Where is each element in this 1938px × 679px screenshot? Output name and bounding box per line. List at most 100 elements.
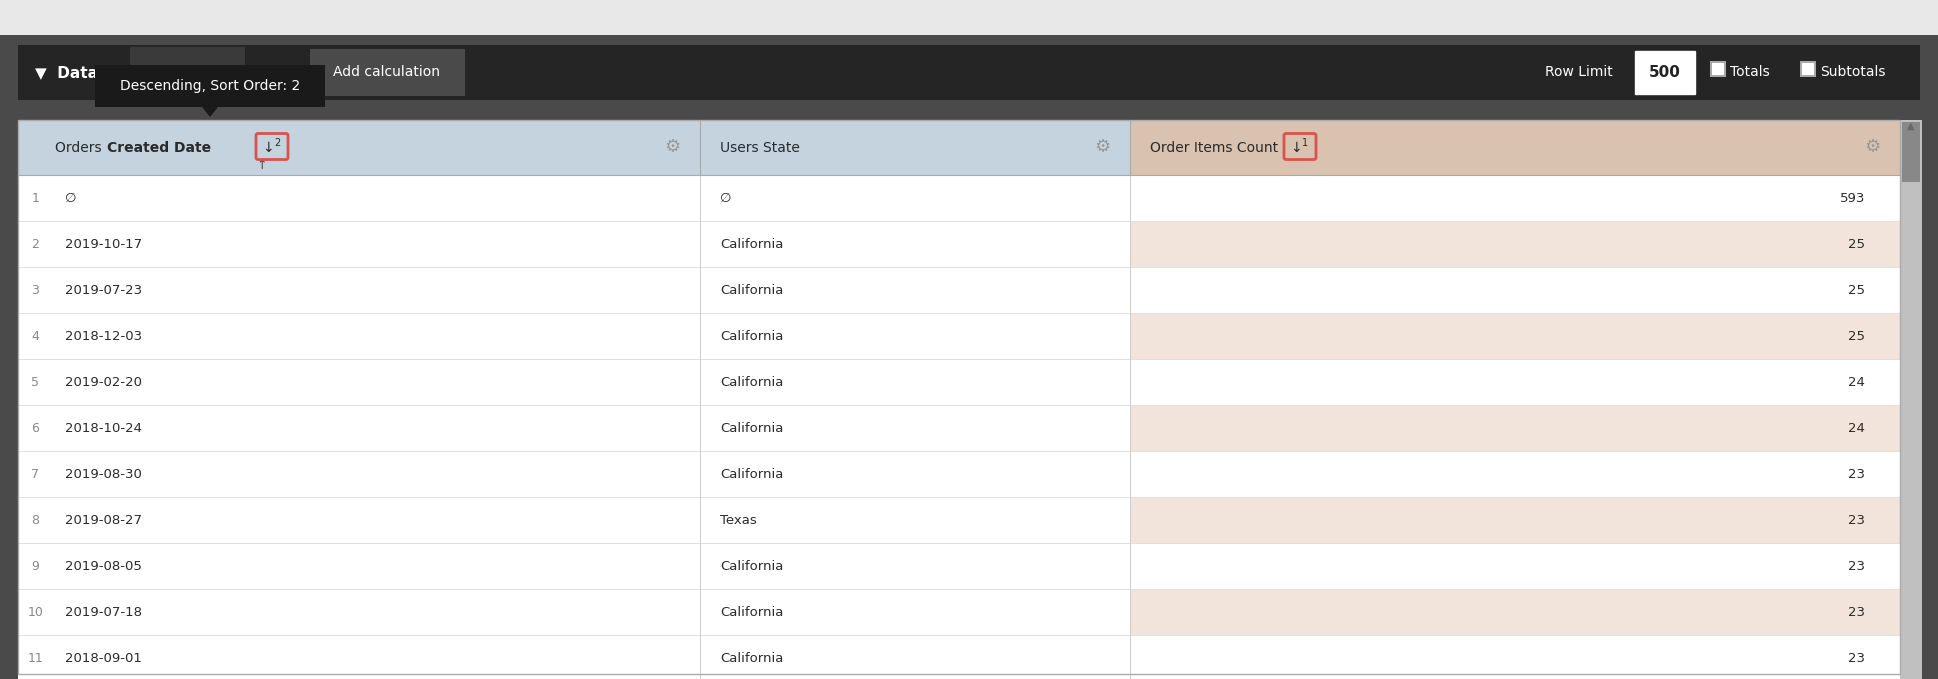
- Text: Users State: Users State: [721, 141, 800, 155]
- Text: Created Date: Created Date: [107, 141, 211, 155]
- Bar: [1899, 120, 1922, 679]
- Text: ⚙: ⚙: [1093, 139, 1110, 156]
- Bar: [17, 589, 1130, 635]
- Text: Add calculation: Add calculation: [333, 65, 440, 79]
- Bar: [1130, 359, 1899, 405]
- Polygon shape: [202, 107, 217, 117]
- Bar: [1130, 589, 1899, 635]
- Text: 2019-02-20: 2019-02-20: [66, 375, 141, 388]
- Bar: [1130, 120, 1899, 175]
- Text: 7: 7: [31, 468, 39, 481]
- Text: Orders: Orders: [54, 141, 107, 155]
- Text: 4: 4: [31, 329, 39, 342]
- Text: 24: 24: [1849, 422, 1864, 435]
- Bar: [17, 451, 1130, 497]
- Text: 2019-10-17: 2019-10-17: [66, 238, 141, 251]
- Text: 25: 25: [1849, 284, 1864, 297]
- Text: 23: 23: [1849, 651, 1864, 665]
- Text: 1: 1: [1302, 138, 1308, 147]
- Text: 2019-08-05: 2019-08-05: [66, 559, 141, 572]
- Text: ↓: ↓: [1291, 141, 1302, 155]
- Text: 2018-12-03: 2018-12-03: [66, 329, 141, 342]
- Text: 2019-07-18: 2019-07-18: [66, 606, 141, 619]
- Bar: [1130, 175, 1899, 221]
- Bar: [1130, 313, 1899, 359]
- Bar: [0, 0, 1938, 35]
- Bar: [17, 543, 1130, 589]
- Text: 23: 23: [1849, 606, 1864, 619]
- Text: 9: 9: [31, 559, 39, 572]
- Text: California: California: [721, 422, 783, 435]
- Text: California: California: [721, 468, 783, 481]
- Text: ↑: ↑: [256, 159, 267, 172]
- Text: 23: 23: [1849, 513, 1864, 526]
- Text: 3: 3: [31, 284, 39, 297]
- Bar: [1130, 405, 1899, 451]
- Bar: [1800, 61, 1816, 77]
- Text: California: California: [721, 375, 783, 388]
- Text: 2019-07-23: 2019-07-23: [66, 284, 141, 297]
- Text: Order Items Count: Order Items Count: [1149, 141, 1279, 155]
- Bar: [1130, 451, 1899, 497]
- Bar: [95, 65, 326, 107]
- Text: 10: 10: [27, 606, 43, 619]
- Text: 1: 1: [31, 191, 39, 204]
- Bar: [17, 497, 1130, 543]
- Bar: [17, 635, 1130, 679]
- Text: 2018-10-24: 2018-10-24: [66, 422, 141, 435]
- Text: ⚙: ⚙: [1864, 139, 1880, 156]
- Bar: [1130, 543, 1899, 589]
- Text: California: California: [721, 559, 783, 572]
- Bar: [17, 405, 1130, 451]
- Bar: [1130, 221, 1899, 267]
- Text: 23: 23: [1849, 559, 1864, 572]
- Text: 11: 11: [27, 651, 43, 665]
- Text: California: California: [721, 606, 783, 619]
- Text: 593: 593: [1839, 191, 1864, 204]
- Text: 23: 23: [1849, 468, 1864, 481]
- Bar: [1130, 267, 1899, 313]
- Bar: [130, 47, 244, 98]
- Bar: [310, 49, 465, 96]
- Text: ∅: ∅: [721, 191, 731, 204]
- Text: SQL: SQL: [260, 65, 287, 79]
- Bar: [1130, 497, 1899, 543]
- Bar: [17, 267, 1130, 313]
- Text: ▼  Data: ▼ Data: [35, 65, 99, 80]
- Text: ↓: ↓: [262, 141, 273, 155]
- Text: 5: 5: [31, 375, 39, 388]
- Text: California: California: [721, 329, 783, 342]
- Text: 25: 25: [1849, 238, 1864, 251]
- Text: 25: 25: [1849, 329, 1864, 342]
- Text: Subtotals: Subtotals: [1820, 65, 1886, 79]
- Text: ▲: ▲: [1907, 121, 1915, 131]
- Bar: [17, 175, 1130, 221]
- Text: 6: 6: [31, 422, 39, 435]
- Text: California: California: [721, 238, 783, 251]
- Bar: [17, 221, 1130, 267]
- Bar: [1901, 122, 1921, 182]
- Text: Row Limit: Row Limit: [1545, 65, 1612, 79]
- Text: ⚙: ⚙: [665, 139, 680, 156]
- Bar: [1802, 63, 1814, 75]
- Text: Texas: Texas: [721, 513, 756, 526]
- Text: 2: 2: [31, 238, 39, 251]
- Bar: [17, 313, 1130, 359]
- Bar: [1709, 61, 1727, 77]
- Bar: [17, 359, 1130, 405]
- Text: ∅: ∅: [66, 191, 76, 204]
- Text: California: California: [721, 284, 783, 297]
- Text: 2019-08-30: 2019-08-30: [66, 468, 141, 481]
- Text: California: California: [721, 651, 783, 665]
- Bar: [1130, 635, 1899, 679]
- Text: Descending, Sort Order: 2: Descending, Sort Order: 2: [120, 79, 300, 93]
- Text: 2018-09-01: 2018-09-01: [66, 651, 141, 665]
- Text: 500: 500: [1649, 65, 1680, 80]
- Text: Totals: Totals: [1731, 65, 1769, 79]
- Text: 24: 24: [1849, 375, 1864, 388]
- Bar: [17, 45, 1921, 100]
- Bar: [1636, 51, 1696, 94]
- Bar: [17, 120, 1130, 175]
- Text: Results: Results: [165, 65, 215, 79]
- Text: 2: 2: [273, 138, 281, 147]
